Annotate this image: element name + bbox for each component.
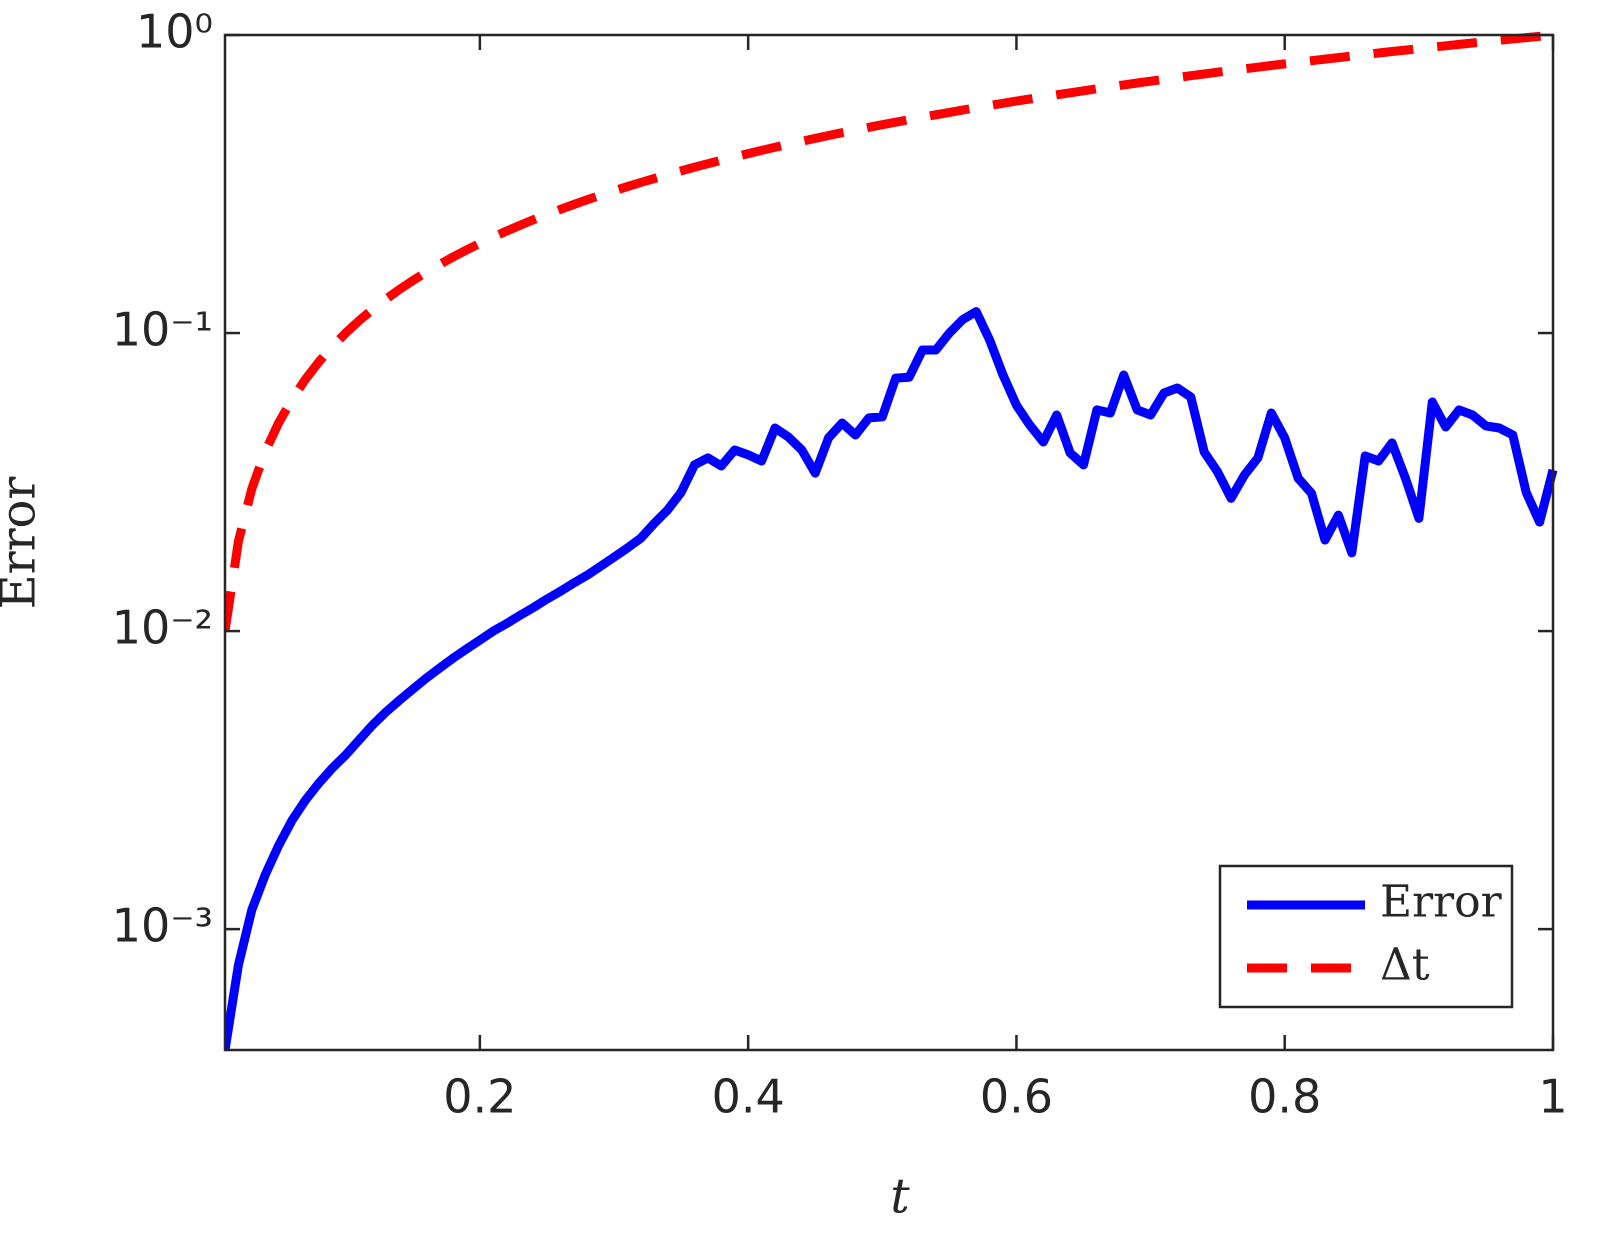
- y-tick-label: 10⁰: [136, 5, 213, 59]
- y-tick-label: 10⁻²: [112, 601, 213, 655]
- x-tick-label: 0.8: [1248, 1070, 1321, 1124]
- axes-box: [223, 33, 1555, 1052]
- x-tick-label: 0.4: [712, 1070, 785, 1124]
- series-line: [225, 307, 1558, 1051]
- legend-label: Δt: [1380, 940, 1430, 991]
- y-tick-label: 10⁻¹: [112, 303, 213, 357]
- x-tick-label: 0.2: [443, 1070, 516, 1124]
- series-line: [225, 30, 1554, 632]
- legend-label: Error: [1380, 877, 1503, 928]
- y-tick-label: 10⁻³: [112, 899, 213, 953]
- x-tick-label: 0.6: [980, 1070, 1053, 1124]
- x-tick-label: 1: [1538, 1070, 1567, 1124]
- y-axis-label: Error: [0, 477, 47, 610]
- x-axis-label: t: [890, 1169, 910, 1225]
- legend-box: [1218, 864, 1514, 1009]
